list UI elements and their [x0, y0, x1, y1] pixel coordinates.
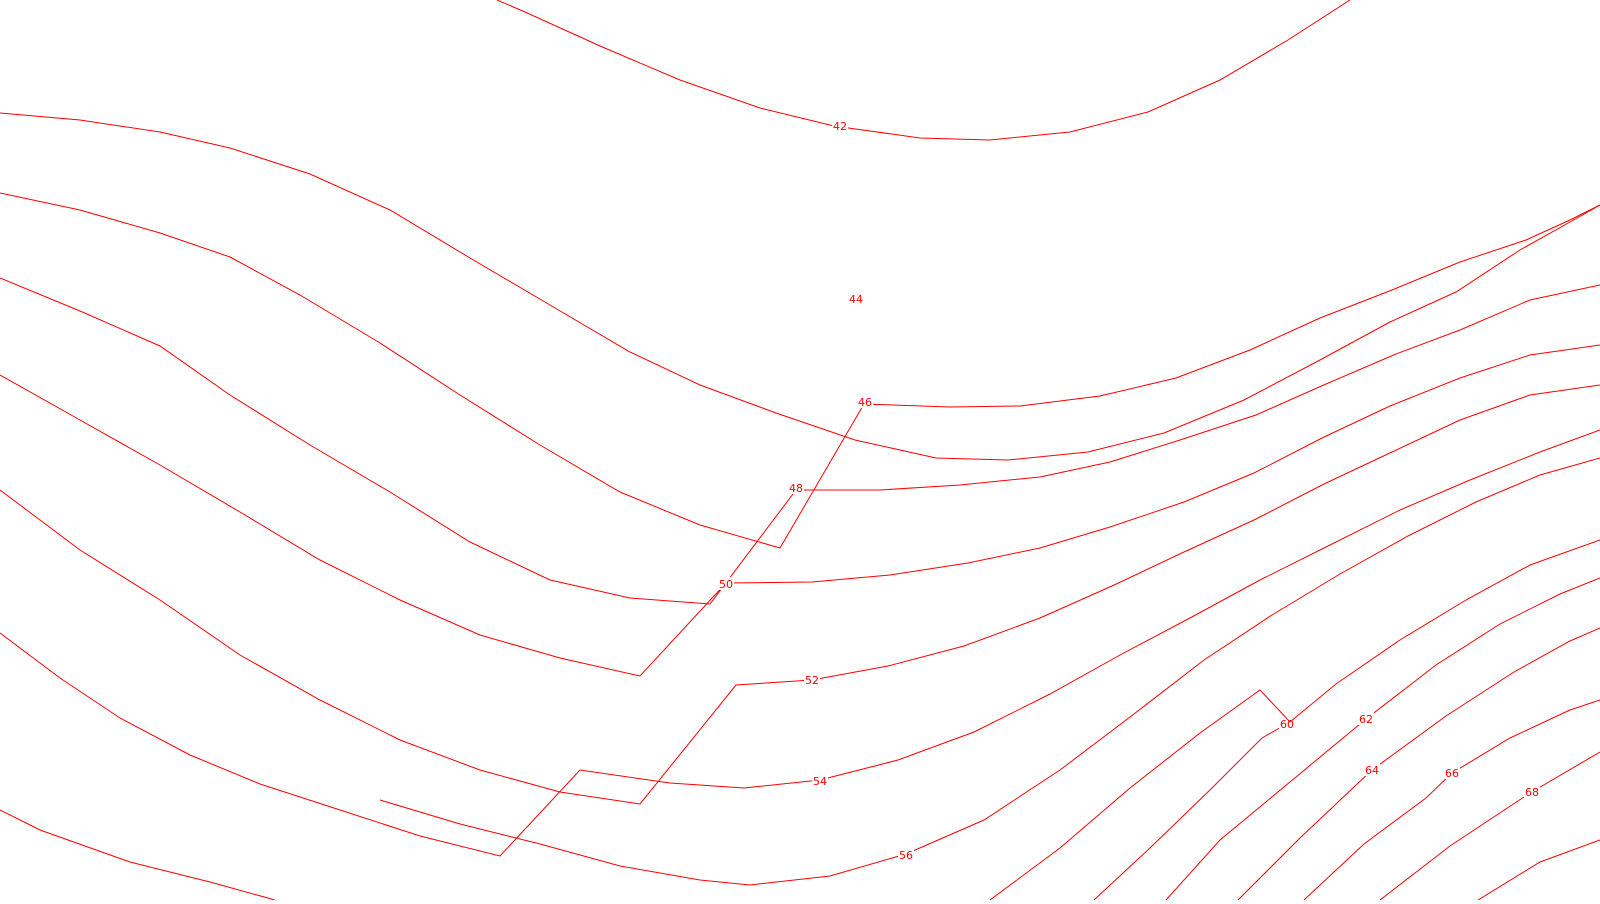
contour-label-background [848, 292, 864, 305]
contour-label: 66 [1445, 767, 1459, 780]
contour-label: 56 [899, 849, 913, 862]
contour-line [0, 344, 1600, 677]
contour-line [1237, 627, 1600, 901]
contour-label-background [718, 577, 734, 590]
contour-line [1165, 577, 1600, 901]
contour-label: 50 [719, 578, 733, 591]
contour-label: 64 [1365, 764, 1379, 777]
contour-label-background [1279, 717, 1295, 730]
contour-line [1379, 751, 1600, 901]
contour-label: 68 [1525, 786, 1539, 799]
contour-label-background [1364, 763, 1380, 776]
contour-label-background [1444, 766, 1460, 779]
contour-line [379, 457, 1600, 886]
contour-label-background [1358, 712, 1374, 725]
contour-line [0, 809, 276, 901]
contour-line [496, 0, 1351, 141]
contour-line [0, 277, 1600, 605]
contour-line [0, 384, 1600, 805]
contour-label-background [788, 481, 804, 494]
contour-label: 46 [858, 396, 872, 409]
contour-label: 52 [805, 674, 819, 687]
contour-label-background [804, 673, 820, 686]
contour-line [1477, 839, 1600, 901]
contour-label: 44 [849, 293, 863, 306]
contour-label: 48 [789, 482, 803, 495]
contour-line [1303, 699, 1600, 901]
contour-label: 54 [813, 775, 827, 788]
contour-line [1093, 721, 1291, 901]
contour-label-background [832, 119, 848, 132]
contour-label-background [898, 848, 914, 861]
contour-label: 42 [833, 120, 847, 133]
contour-line [989, 539, 1600, 901]
contour-label-background [857, 395, 873, 408]
contour-label-background [812, 774, 828, 787]
contour-line [0, 112, 1600, 461]
contour-label: 62 [1359, 713, 1373, 726]
contour-label-background [1524, 785, 1540, 798]
